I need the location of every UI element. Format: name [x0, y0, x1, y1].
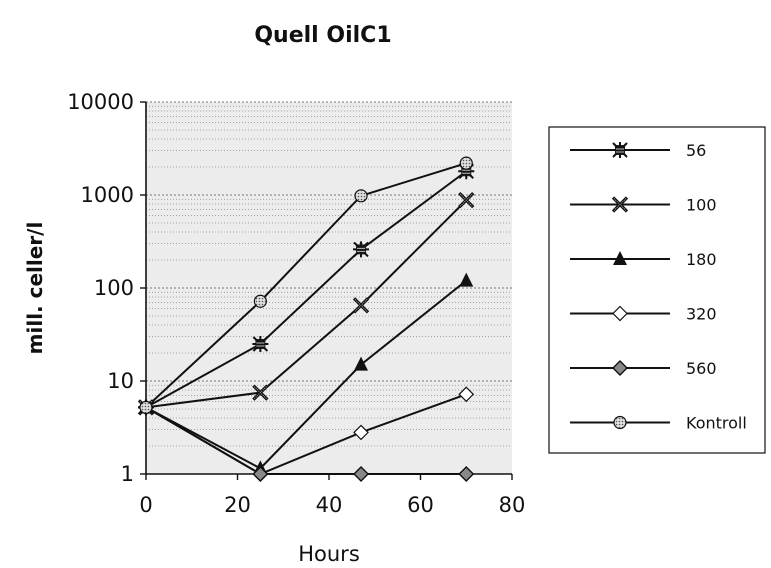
legend-item: 56 — [570, 141, 706, 160]
x-tick-label: 0 — [139, 493, 152, 517]
legend: 56 100 180 320 560 Kontroll — [570, 141, 747, 433]
legend-label: 560 — [686, 359, 717, 378]
legend-item: 180 — [570, 250, 717, 269]
marker-star-rays — [252, 335, 269, 352]
marker-star-rays — [612, 142, 628, 158]
series-line — [145, 279, 467, 470]
marker-triangle — [459, 272, 474, 287]
marker-star-hatch — [616, 148, 624, 153]
marker-diamond-filled-body — [458, 466, 475, 482]
chart-title: Quell OilC1 — [254, 23, 391, 48]
marker-diamond-open — [458, 386, 475, 403]
x-tick-label: 80 — [499, 493, 526, 517]
marker-diamond-open — [612, 305, 628, 322]
y-tick-label: 100 — [94, 276, 134, 300]
y-axis-title: mill. celler/l — [23, 222, 47, 355]
marker-star-hatch — [256, 342, 265, 347]
marker-star — [252, 335, 269, 352]
marker-x-cross — [458, 192, 475, 209]
legend-box — [548, 126, 766, 454]
series-markers-kontroll — [139, 156, 473, 415]
marker-diamond-filled-body — [612, 360, 628, 376]
series-560 — [145, 406, 467, 475]
series-line — [145, 162, 467, 409]
series-line — [145, 170, 467, 409]
marker-circle-hatched — [613, 415, 627, 430]
marker-star-hatch — [357, 247, 366, 252]
marker-x-cross-inner — [613, 198, 627, 211]
legend-label: Kontroll — [686, 414, 747, 433]
x-tick-label: 60 — [407, 493, 434, 517]
marker-star — [458, 163, 475, 180]
marker-diamond-filled-body — [353, 466, 370, 482]
series-56 — [145, 170, 467, 409]
legend-item: 560 — [570, 359, 717, 378]
marker-triangle — [613, 251, 627, 265]
marker-x-cross — [352, 297, 370, 314]
legend-label: 100 — [686, 196, 717, 215]
marker-diamond-filled — [353, 466, 370, 482]
legend-label: 180 — [686, 250, 717, 269]
legend-item: Kontroll — [570, 414, 747, 433]
legend-label: 56 — [686, 141, 706, 160]
legend-item: 100 — [570, 196, 717, 215]
y-tick-label: 10 — [107, 369, 134, 393]
y-tick-label: 10000 — [67, 90, 134, 114]
marker-diamond-filled-body — [252, 466, 269, 482]
x-tick-label: 20 — [224, 493, 251, 517]
marker-circle-hatched — [253, 294, 267, 308]
series-kontroll — [145, 162, 467, 409]
marker-x-cross-inner — [459, 193, 473, 207]
x-tick-label: 40 — [316, 493, 343, 517]
marker-star-hatch — [462, 169, 471, 174]
gridlines — [146, 101, 512, 475]
series-layer — [137, 156, 475, 482]
marker-diamond-filled — [612, 360, 628, 376]
legend-item: 320 — [570, 305, 717, 324]
marker-diamond-open — [353, 424, 369, 441]
marker-triangle — [354, 356, 369, 371]
series-line — [145, 406, 467, 475]
marker-circle-hatched — [139, 400, 153, 415]
tick-labels: 1 10 100 1000 10000 0 20 40 60 80 — [67, 90, 525, 517]
marker-star — [353, 241, 370, 258]
marker-star-rays — [353, 241, 370, 258]
marker-star-rays — [458, 163, 475, 180]
series-100 — [145, 199, 467, 409]
y-tick-label: 1 — [121, 462, 134, 486]
marker-star — [612, 142, 628, 158]
series-line — [145, 199, 467, 409]
marker-circle-hatched — [459, 156, 473, 170]
marker-diamond-filled — [252, 466, 269, 482]
marker-x-cross — [252, 384, 269, 401]
series-180 — [145, 279, 467, 470]
marker-x-cross — [611, 196, 629, 213]
marker-x-cross-inner — [254, 386, 267, 399]
legend-label: 320 — [686, 305, 717, 324]
marker-circle-hatched — [354, 189, 368, 203]
x-axis-title: Hours — [298, 542, 360, 566]
marker-x-cross-inner — [354, 299, 368, 312]
marker-diamond-filled — [458, 466, 475, 482]
y-tick-label: 1000 — [81, 183, 134, 207]
